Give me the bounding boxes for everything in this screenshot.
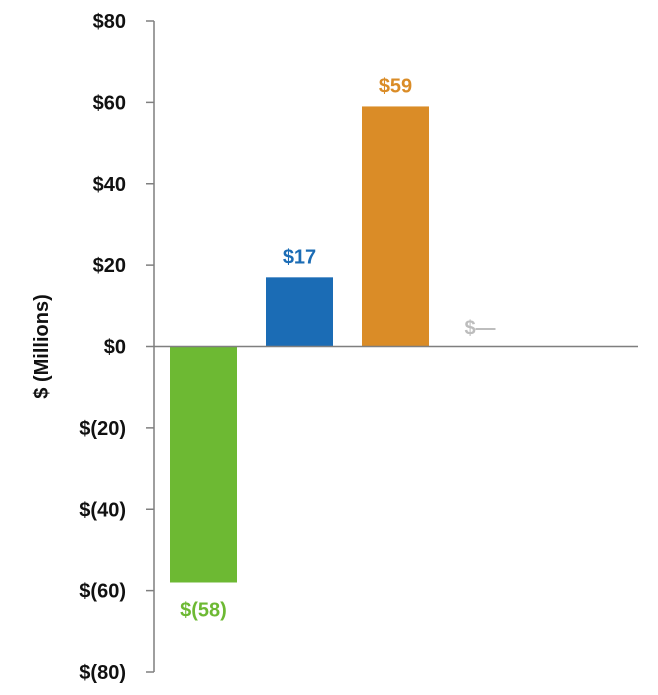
bar (170, 346, 237, 583)
data-labels-group: $(58) $17 $59 $— (180, 75, 495, 621)
y-tick-label: $0 (104, 337, 126, 359)
bar (266, 277, 333, 347)
y-tick-label: $(40) (79, 499, 126, 521)
bar-data-label: $17 (283, 246, 316, 268)
y-tick-label: $(60) (79, 581, 126, 603)
y-axis: $80 $60 $40 $20 $0 $(20) $(40) $(60) $(80) (79, 11, 155, 684)
bar (362, 106, 429, 347)
y-tick-label: $80 (93, 11, 126, 33)
y-tick-label: $20 (93, 255, 126, 277)
bar-data-label: $59 (379, 75, 412, 97)
bars-group (154, 106, 638, 583)
y-tick-label: $60 (93, 92, 126, 114)
bar-data-label: $(58) (180, 599, 227, 621)
bar-data-label: $— (464, 318, 495, 340)
y-tick-label: $(20) (79, 418, 126, 440)
y-tick-label: $(80) (79, 662, 126, 684)
y-axis-title: $ (Millions) (31, 294, 53, 398)
y-tick-label: $40 (93, 174, 126, 196)
